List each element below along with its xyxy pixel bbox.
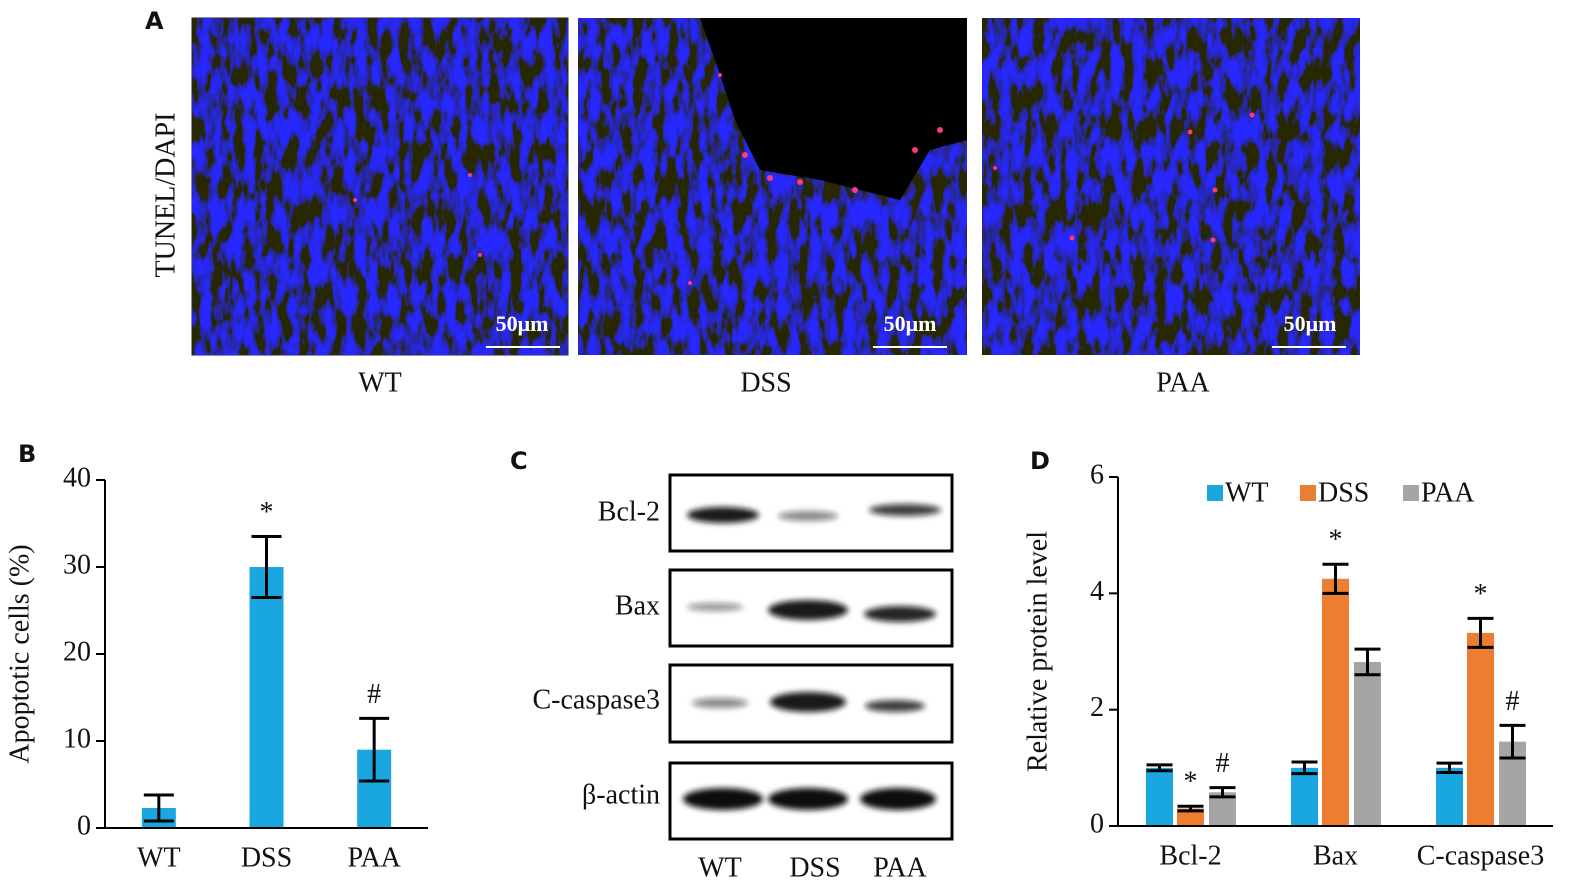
y-tick-label: 10: [63, 723, 91, 754]
error-bar: [1322, 562, 1349, 595]
error-bar: [1177, 804, 1204, 813]
annotation: #: [367, 679, 381, 710]
y-tick-label: 40: [63, 462, 91, 493]
legend-label: PAA: [1421, 477, 1475, 508]
y-tick-label: 0: [77, 810, 91, 841]
image-caption: PAA: [1156, 367, 1210, 398]
image-caption: DSS: [740, 367, 791, 398]
panel-label: B: [18, 440, 36, 468]
x-tick-label: PAA: [347, 842, 401, 873]
annotation: #: [1506, 686, 1520, 717]
annotation: *: [1474, 579, 1488, 610]
bar: [1467, 632, 1494, 826]
y-tick-label: 6: [1090, 459, 1104, 490]
x-tick-label: Bax: [1313, 840, 1358, 871]
y-tick-label: 4: [1090, 576, 1104, 607]
annotation: *: [260, 497, 274, 528]
blot: [668, 473, 954, 841]
bar: [1177, 808, 1204, 826]
legend-swatch: [1300, 485, 1316, 501]
x-tick-label: Bcl-2: [1159, 840, 1221, 871]
error-bar: [1467, 616, 1494, 649]
lane-label: DSS: [789, 852, 840, 883]
panel-label: D: [1030, 447, 1050, 475]
legend-label: WT: [1225, 477, 1269, 508]
lane-label: PAA: [873, 852, 927, 883]
error-bar: [1291, 760, 1318, 776]
annotation: *: [1184, 767, 1198, 798]
bar: [1436, 767, 1463, 826]
error-bar: [1436, 761, 1463, 774]
error-bar: [1354, 647, 1381, 677]
y-axis-label: Relative protein level: [1022, 531, 1053, 772]
bar: [1354, 661, 1381, 826]
x-tick-label: DSS: [241, 842, 292, 873]
legend-swatch: [1403, 485, 1419, 501]
y-tick-label: 0: [1090, 808, 1104, 839]
bar: [1322, 578, 1349, 826]
scale-bar-label: 50μm: [1284, 311, 1337, 336]
annotation: #: [1216, 748, 1230, 779]
y-tick-label: 20: [63, 636, 91, 667]
panel-label: A: [145, 7, 164, 35]
annotation: *: [1329, 525, 1343, 556]
bar: [249, 567, 284, 828]
scale-bar-label: 50μm: [884, 311, 937, 336]
y-axis-label: Apoptotic cells (%): [4, 544, 35, 763]
image: 50μm: [578, 18, 967, 355]
x-tick-label: WT: [137, 842, 181, 873]
legend-swatch: [1207, 485, 1223, 501]
row-label: β-actin: [582, 779, 660, 810]
scale-bar-label: 50μm: [496, 311, 549, 336]
y-tick-label: 2: [1090, 692, 1104, 723]
bar: [1291, 767, 1318, 826]
image: 50μm: [982, 18, 1360, 355]
row-label: Bcl-2: [598, 496, 660, 527]
row-label: Bax: [615, 590, 660, 621]
legend-label: DSS: [1318, 477, 1369, 508]
error-bar: [1209, 786, 1236, 799]
error-bar: [251, 535, 282, 599]
error-bar: [359, 716, 390, 783]
panel-label: C: [510, 447, 528, 475]
lane-label: WT: [698, 852, 742, 883]
y-axis-label: TUNEL/DAPI: [150, 113, 181, 278]
error-bar: [1146, 763, 1173, 773]
image: 50μm: [191, 17, 569, 356]
bar: [1146, 767, 1173, 826]
y-tick-label: 30: [63, 549, 91, 580]
image-caption: WT: [358, 367, 402, 398]
row-label: C-caspase3: [532, 684, 660, 715]
error-bar: [143, 793, 174, 823]
x-tick-label: C-caspase3: [1417, 840, 1545, 871]
error-bar: [1499, 723, 1526, 760]
